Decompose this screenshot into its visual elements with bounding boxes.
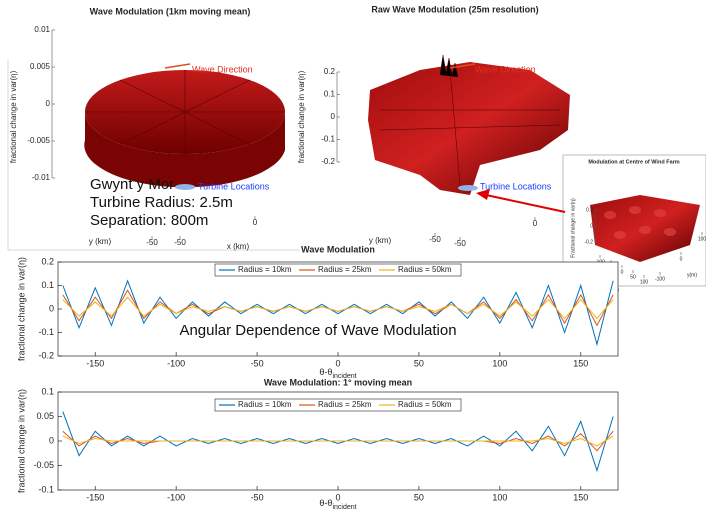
y-axis-label: y(m)	[687, 272, 697, 278]
legend-label: Radius = 10km	[238, 400, 292, 409]
z-tick-label: -0.2	[321, 157, 335, 166]
x-axis-label-subscript: incident	[332, 373, 356, 380]
y-tick-label: -100	[655, 276, 665, 282]
x-axis-label: θ-θincident	[319, 498, 356, 510]
chart-title: Wave Modulation (1km moving mean)	[90, 6, 251, 16]
x-tick-label: -150	[86, 492, 104, 502]
y-axis-label: y (km)	[89, 237, 112, 246]
x-tick-label: -150	[86, 358, 104, 368]
x-tick-label: 150	[573, 358, 588, 368]
y-tick-label: 0.05	[36, 411, 54, 421]
x-tick-label: 0	[253, 218, 258, 227]
surface-1	[84, 63, 286, 190]
y-tick-label: 0.2	[41, 256, 54, 266]
chart-title: Raw Wave Modulation (25m resolution)	[371, 4, 538, 14]
z-tick-label: -0.1	[321, 135, 335, 144]
z-tick-label: 0.005	[30, 62, 51, 71]
z-tick-label: 0	[590, 223, 593, 229]
legend-label: Radius = 25km	[318, 265, 372, 274]
y-tick-label: -50	[146, 238, 158, 247]
x-tick-label: 0	[533, 219, 538, 228]
x-tick-label: 0	[335, 492, 340, 502]
y-tick-label: -0.05	[33, 460, 54, 470]
annotation: Turbine Radius: 2.5m	[90, 194, 233, 211]
pointer-arrow	[476, 189, 566, 213]
legend-label: Radius = 50km	[398, 265, 452, 274]
z-axis-label: fractional change in var(η)	[9, 70, 18, 163]
z-axis-label: fractional change in var(η)	[297, 70, 306, 163]
x-tick-label: 50	[630, 274, 636, 280]
x-axis-label: θ-θincident	[319, 367, 356, 379]
y-axis-label: fractional change in var(η)	[16, 257, 26, 361]
legend-label: Radius = 10km	[238, 265, 292, 274]
z-tick-label: 0.2	[324, 67, 336, 76]
x-axis-label-subscript: incident	[332, 504, 356, 511]
y-axis-label: y (km)	[369, 236, 392, 245]
x-tick-label: -100	[167, 492, 185, 502]
legend-box	[214, 398, 462, 412]
z-tick-label: -0.005	[27, 136, 50, 145]
z-tick-label: 0.1	[324, 90, 336, 99]
series-line	[62, 435, 614, 447]
legend-label: Radius = 50km	[398, 400, 452, 409]
y-tick-label: -0.1	[38, 327, 54, 337]
chart-title: Wave Modulation: 1° moving mean	[264, 377, 412, 387]
y-axis-label: fractional change in var(η)	[16, 389, 26, 493]
z-tick-label: 0	[331, 112, 336, 121]
panel-frames	[7, 60, 300, 251]
annotation: Wave Direction	[192, 64, 253, 74]
x-tick-label: 100	[492, 358, 507, 368]
x-axis-label-main: θ-θ	[319, 367, 332, 377]
annotation: Wave Direction	[475, 64, 536, 74]
x-tick-label: 50	[414, 492, 424, 502]
z-tick-label: 0	[46, 99, 51, 108]
x-tick-label: -50	[251, 358, 264, 368]
surface-2	[368, 54, 570, 195]
x-axis-label: x (km)	[227, 242, 250, 251]
chart-title: Wave Modulation	[301, 244, 375, 254]
y-tick-label: 0	[680, 256, 683, 262]
annotation: Turbine Locations	[198, 181, 270, 191]
y-tick-label: -0.1	[38, 484, 54, 494]
z-tick-label: 0.2	[586, 207, 593, 213]
x-tick-label: 0	[621, 269, 624, 275]
annotation: Angular Dependence of Wave Modulation	[179, 322, 456, 339]
x-tick-label: 0	[335, 358, 340, 368]
y-tick-label: 0.1	[41, 280, 54, 290]
series-line	[62, 279, 614, 347]
legend-label: Radius = 25km	[318, 400, 372, 409]
x-tick-label: -100	[167, 358, 185, 368]
x-axis-label-main: θ-θ	[319, 498, 332, 508]
legend-box	[214, 263, 462, 277]
annotation: Turbine Locations	[480, 181, 552, 191]
x-tick-label: -50	[251, 492, 264, 502]
x-tick-label: 50	[414, 358, 424, 368]
chart-title: Modulation at Centre of Wind Farm	[588, 159, 679, 165]
x-tick-label: 150	[573, 492, 588, 502]
y-tick-label: 0	[49, 435, 54, 445]
series-line	[62, 296, 614, 320]
y-tick-label: 0.1	[41, 386, 54, 396]
z-tick-label: -0.01	[32, 173, 51, 182]
y-tick-label: 100	[698, 236, 706, 242]
z-tick-label: -0.2	[584, 239, 593, 245]
x-tick-label: -50	[174, 238, 186, 247]
z-tick-label: 0.01	[34, 25, 50, 34]
annotation: Gwynt y Mor	[90, 176, 174, 193]
annotation: Separation: 800m	[90, 212, 208, 229]
z-axis-label: Fractional change in var(η)	[570, 198, 576, 258]
y-tick-label: 0	[49, 303, 54, 313]
y-tick-label: -50	[429, 235, 441, 244]
y-tick-label: -0.2	[38, 350, 54, 360]
x-tick-label: -50	[454, 239, 466, 248]
series-line	[62, 411, 614, 473]
x-tick-label: 100	[640, 279, 649, 285]
x-tick-label: 100	[492, 492, 507, 502]
